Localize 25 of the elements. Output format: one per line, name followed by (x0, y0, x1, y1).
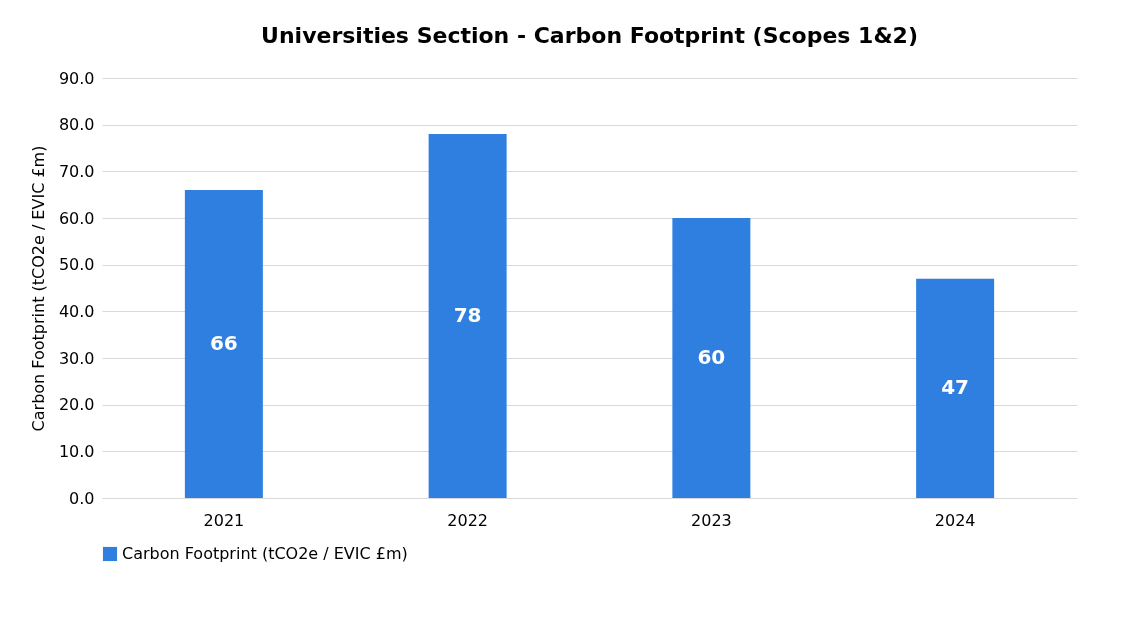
y-tick-label: 70.0 (58, 161, 95, 181)
bar (916, 278, 995, 498)
x-tick-label: 2023 (691, 510, 732, 530)
bar (672, 218, 751, 498)
y-tick-label: 90.0 (58, 68, 95, 88)
data-label: 47 (941, 375, 970, 400)
x-tick-label: 2024 (934, 510, 976, 530)
y-tick-label: 20.0 (58, 395, 95, 415)
data-label: 78 (453, 303, 482, 327)
data-label: 60 (697, 345, 726, 369)
y-tick-label: 0.0 (69, 488, 95, 508)
y-tick-label: 10.0 (58, 441, 95, 461)
y-tick-label: 50.0 (58, 255, 95, 275)
bar (184, 190, 263, 498)
y-tick-label: 80.0 (58, 115, 95, 135)
chart-title: Universities Section - Carbon Footprint (Scopes 1&2) (261, 23, 918, 48)
y-tick-label: 60.0 (58, 208, 95, 228)
x-tick-label: 2021 (203, 510, 245, 530)
bar (428, 134, 507, 498)
data-label: 66 (209, 331, 238, 355)
x-tick-label: 2022 (447, 510, 488, 530)
legend-label: Carbon Footprint (tCO2e / EVIC £m) (122, 544, 408, 563)
y-tick-label: 40.0 (58, 301, 95, 321)
y-axis-title: Carbon Footprint (tCO2e / EVIC £m) (28, 145, 48, 432)
y-tick-label: 30.0 (58, 348, 95, 368)
